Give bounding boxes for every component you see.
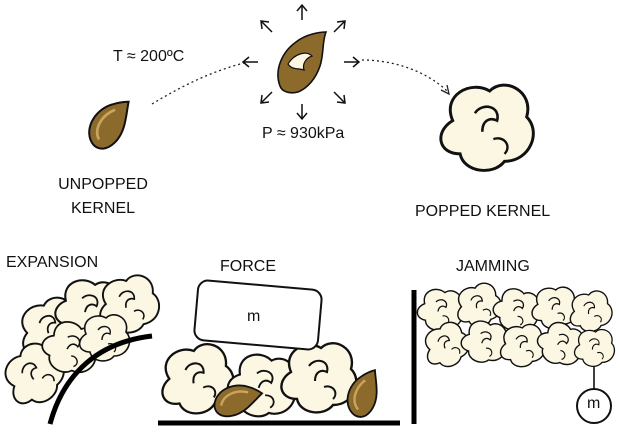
expansion-curved-wall bbox=[47, 333, 153, 425]
heat-arrow bbox=[151, 61, 249, 105]
unpopped-kernel-icon bbox=[87, 100, 130, 151]
hanging-mass bbox=[576, 388, 612, 424]
pop-arrow-head bbox=[440, 84, 450, 96]
force-popcorn-layer bbox=[154, 339, 387, 429]
expansion-title: EXPANSION bbox=[6, 254, 99, 271]
hanging-mass-label: m bbox=[587, 395, 601, 412]
popped-kernel-label: POPPED KERNEL bbox=[415, 203, 551, 220]
pop-arrow bbox=[361, 59, 449, 93]
pressure-arrows bbox=[241, 3, 361, 121]
popped-kernel-icon bbox=[439, 83, 535, 172]
expansion-popcorn-cluster bbox=[0, 271, 164, 417]
temperature-label: T ≈ 200ºC bbox=[113, 48, 185, 65]
mass-block-label: m bbox=[247, 308, 261, 325]
unpopped-line2: KERNEL bbox=[70, 200, 136, 218]
mass-block bbox=[193, 279, 323, 351]
jamming-popcorn-beam bbox=[414, 279, 616, 375]
jamming-title: JAMMING bbox=[456, 258, 530, 275]
unpopped-kernel-label: UNPOPPED KERNEL bbox=[38, 176, 168, 219]
force-title: FORCE bbox=[220, 258, 276, 275]
unpopped-line1: UNPOPPED bbox=[58, 176, 148, 193]
heating-kernel-icon bbox=[277, 31, 328, 94]
pressure-label: P ≈ 930kPa bbox=[262, 125, 345, 142]
